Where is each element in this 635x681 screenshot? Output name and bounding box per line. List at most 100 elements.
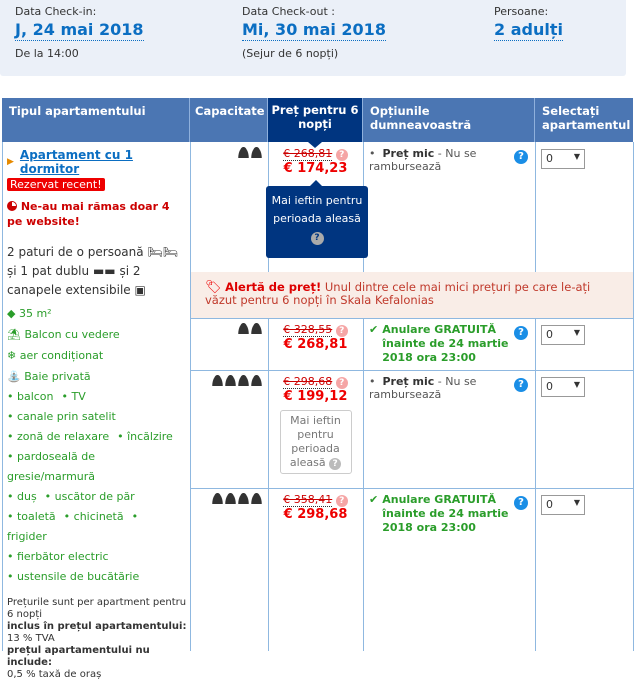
col-header-options: Opțiunile dumneavoastră xyxy=(363,98,535,142)
help-icon[interactable]: ? xyxy=(329,458,342,470)
help-icon[interactable]: ? xyxy=(514,326,528,340)
facility-line: • pardoseală de gresie/marmură xyxy=(7,447,187,487)
checkout-label: Data Check-out : xyxy=(242,5,335,18)
facility: • toaletă xyxy=(7,510,56,523)
excluded-value: 0,5 % taxă de oraș xyxy=(7,669,102,680)
recently-booked-badge: Rezervat recent! xyxy=(7,178,105,191)
price-notes: Prețurile sunt per apartment pentru 6 no… xyxy=(7,597,187,681)
shower-icon: ⛲ xyxy=(7,370,21,383)
price-cell: € 298,68 ? € 199,12 Mai ieftin pentru pe… xyxy=(268,375,363,474)
checkout-note: (Sejur de 6 nopți) xyxy=(242,47,339,60)
facility-line: • canale prin satelit xyxy=(7,407,187,427)
room-count-select[interactable]: 0 ▼ xyxy=(541,377,585,397)
bed-text: 2 paturi de o persoană xyxy=(7,245,144,259)
option-text: - Nu se rambursează xyxy=(369,147,477,173)
facility-line: • toaletă • chicinetă • frigider xyxy=(7,507,187,547)
feature: aer condiționat xyxy=(19,349,104,362)
help-icon[interactable]: ? xyxy=(335,495,348,507)
checkin-date[interactable]: J, 24 mai 2018 xyxy=(15,20,144,41)
persons-value[interactable]: 2 adulți xyxy=(494,20,563,41)
select-value: 0 xyxy=(546,380,553,393)
single-bed-icon: 🛏🛏 xyxy=(147,245,178,259)
original-price: € 358,41 xyxy=(283,493,333,507)
checkin-label: Data Check-in: xyxy=(15,5,97,18)
facility: • ustensile de bucătărie xyxy=(7,570,140,583)
check-icon: ✔ xyxy=(369,493,379,506)
facility-line: • zonă de relaxare • încălzire xyxy=(7,427,187,447)
facility: • fierbător electric xyxy=(7,550,109,563)
facility: • balcon xyxy=(7,390,54,403)
option-bold: Preț mic xyxy=(382,147,435,160)
help-icon[interactable]: ? xyxy=(514,496,528,510)
bed-text: și 1 pat dublu xyxy=(7,264,90,278)
price-cell: € 358,41 ? € 298,68 xyxy=(268,493,363,522)
original-price: € 328,55 xyxy=(283,323,333,337)
facility: • canale prin satelit xyxy=(7,410,116,423)
help-icon[interactable]: ? xyxy=(335,325,348,337)
checkin-note: De la 14:00 xyxy=(15,47,79,60)
discounted-price: € 174,23 xyxy=(283,161,348,176)
checkout-date[interactable]: Mi, 30 mai 2018 xyxy=(242,20,386,41)
bed-info: 2 paturi de o persoană 🛏🛏 și 1 pat dublu… xyxy=(7,243,187,300)
sofa-bed-icon: ▣ xyxy=(134,283,146,297)
discounted-price: € 268,81 xyxy=(283,337,348,352)
scarcity-text: Ne-au mai rămas doar 4 pe website! xyxy=(7,200,170,228)
search-summary: Data Check-in: J, 24 mai 2018 De la 14:0… xyxy=(0,0,626,76)
excluded-label: prețul apartamentului nu include: xyxy=(7,645,150,668)
facility: • încălzire xyxy=(117,430,173,443)
room-count-select[interactable]: 0 ▼ xyxy=(541,495,585,515)
option-text: Anulare GRATUITĂ înainte de 24 martie 20… xyxy=(382,323,509,364)
bed-text: și 2 xyxy=(119,264,141,278)
included-label: inclus în prețul apartamentului: xyxy=(7,621,187,632)
help-icon[interactable]: ? xyxy=(514,378,528,392)
facility: • duș xyxy=(7,490,37,503)
tag-icon: 🏷 xyxy=(205,280,222,295)
discounted-price: € 199,12 xyxy=(283,389,348,404)
capacity-icon-persons xyxy=(212,375,264,389)
help-icon[interactable]: ? xyxy=(335,377,348,389)
cheaper-box-text: Mai ieftin pentru perioada aleasă xyxy=(289,414,341,469)
select-value: 0 xyxy=(546,328,553,341)
help-icon[interactable]: ? xyxy=(310,232,324,245)
capacity-icon-persons xyxy=(238,147,264,161)
facility-line: • duș • uscător de păr xyxy=(7,487,187,507)
col-header-capacity: Capacitate xyxy=(190,98,268,142)
size-icon: ◆ xyxy=(7,307,16,320)
cheaper-tooltip: Mai ieftin pentru perioada aleasă ? xyxy=(266,180,368,258)
room-count-select[interactable]: 0 ▼ xyxy=(541,325,585,345)
facility: • frigider xyxy=(7,510,139,543)
option-free-cancel: ✔ Anulare GRATUITĂ înainte de 24 martie 2… xyxy=(369,493,514,535)
original-price: € 268,81 xyxy=(283,147,333,161)
dropdown-arrow-icon: ▼ xyxy=(573,380,580,389)
room-size: 35 m² xyxy=(18,307,52,320)
col-header-price: Preț pentru 6 nopți xyxy=(268,98,363,142)
alert-title: Alertă de preț! xyxy=(225,280,322,294)
balcony-icon: ⛱ xyxy=(7,328,21,341)
option-bold: Preț mic xyxy=(382,375,435,388)
cheaper-box: Mai ieftin pentru perioada aleasă ? xyxy=(279,410,352,474)
facility: • uscător de păr xyxy=(44,490,135,503)
help-icon[interactable]: ? xyxy=(335,149,348,161)
option-text: Anulare GRATUITĂ înainte de 24 martie 20… xyxy=(382,493,509,534)
check-icon: ✔ xyxy=(369,323,379,336)
room-count-select[interactable]: 0 ▼ xyxy=(541,149,585,169)
select-value: 0 xyxy=(546,152,553,165)
price-alert: 🏷 Alertă de preț! Unul dintre cele mai m… xyxy=(191,272,633,318)
option-nonrefund: • Preț mic - Nu se rambursează xyxy=(369,147,477,173)
facility: • chicinetă xyxy=(63,510,124,523)
dropdown-arrow-icon: ▼ xyxy=(573,328,580,337)
capacity-icon-persons xyxy=(212,493,264,507)
feature: Baie privată xyxy=(24,370,91,383)
help-icon[interactable]: ? xyxy=(514,150,528,164)
tooltip-text: Mai ieftin pentru perioada aleasă xyxy=(271,194,363,225)
facility-line: • balcon • TV xyxy=(7,387,187,407)
bed-text: canapele extensibile xyxy=(7,283,131,297)
room-name-link[interactable]: Apartament cu 1 dormitor xyxy=(19,148,133,176)
dropdown-arrow-icon: ▼ xyxy=(573,498,580,507)
price-cell: € 268,81 ? € 174,23 xyxy=(268,147,363,176)
select-value: 0 xyxy=(546,498,553,511)
original-price: € 298,68 xyxy=(283,375,333,389)
snowflake-icon: ❄ xyxy=(7,349,17,362)
included-value: 13 % TVA xyxy=(7,633,55,644)
option-free-cancel: ✔ Anulare GRATUITĂ înainte de 24 martie 2… xyxy=(369,323,514,365)
